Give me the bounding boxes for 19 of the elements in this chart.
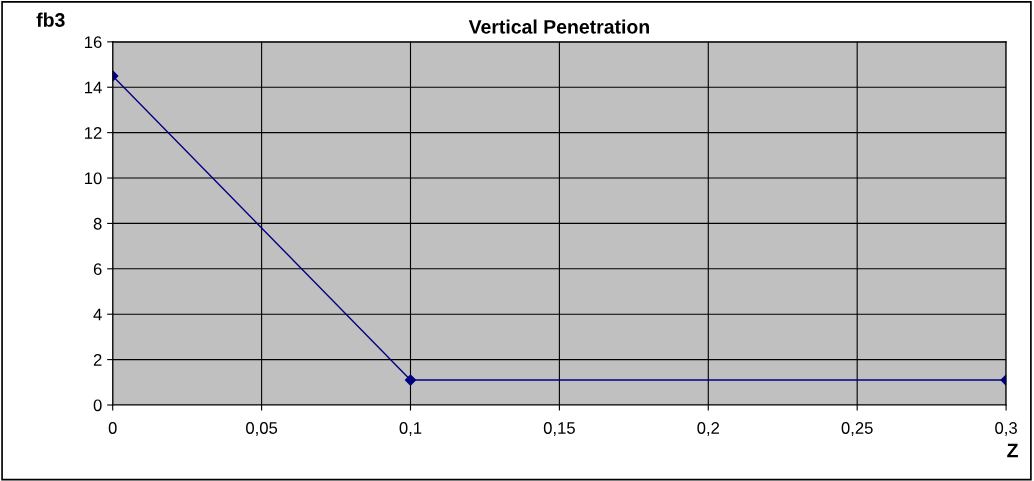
chart-title: Vertical Penetration xyxy=(468,19,649,34)
y-tick-label: 0 xyxy=(93,399,102,412)
x-axis-title: Z xyxy=(1007,443,1018,458)
x-tick-label: 0,25 xyxy=(841,422,873,436)
x-tick-label: 0 xyxy=(108,422,117,434)
y-tick-label: 14 xyxy=(85,81,102,94)
x-tick-label: 0,05 xyxy=(246,422,278,436)
x-tick-label: 0,2 xyxy=(697,422,720,436)
y-tick-label: 12 xyxy=(85,127,102,139)
y-tick-label: 8 xyxy=(93,217,102,230)
y-tick-label: 2 xyxy=(93,354,102,366)
y-axis-title: fb3 xyxy=(36,12,65,27)
x-tick-label: 0,15 xyxy=(543,422,575,436)
y-tick-label: 4 xyxy=(93,308,102,321)
y-tick-label: 10 xyxy=(85,172,102,185)
x-tick-label: 0,3 xyxy=(995,422,1017,436)
x-tick-label: 0,1 xyxy=(399,422,422,436)
y-tick-label: 16 xyxy=(85,36,102,49)
y-tick-label: 6 xyxy=(93,263,102,276)
